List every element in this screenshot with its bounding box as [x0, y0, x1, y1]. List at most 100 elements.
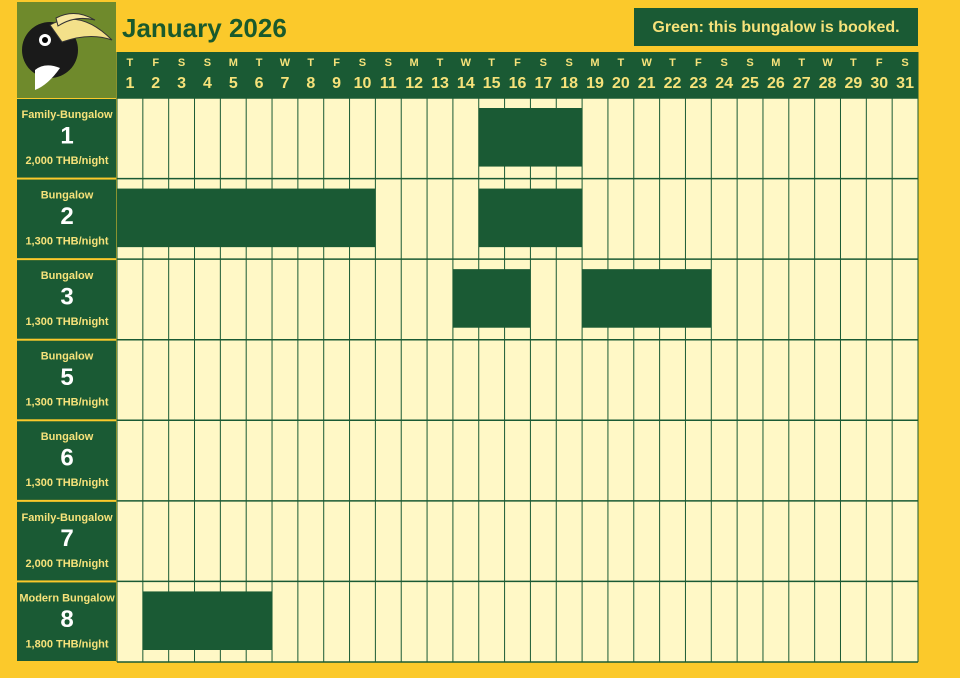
bungalow-price: 1,300 THB/night: [25, 397, 108, 409]
day-number: 11: [380, 75, 397, 92]
weekday: T: [798, 57, 805, 69]
weekday: S: [566, 57, 573, 69]
weekday: M: [590, 57, 599, 69]
bungalow-price: 1,300 THB/night: [25, 235, 108, 247]
day-number: 30: [870, 75, 888, 92]
header-band: [117, 52, 918, 98]
bungalow-number: 5: [60, 364, 73, 391]
day-number: 21: [638, 75, 656, 92]
bungalow-price: 2,000 THB/night: [25, 155, 108, 167]
day-number: 24: [715, 75, 733, 92]
weekday: F: [152, 57, 159, 69]
weekday: W: [461, 57, 472, 69]
day-number: 2: [151, 75, 160, 92]
weekday: S: [385, 57, 392, 69]
weekday: T: [307, 57, 314, 69]
day-number: 4: [203, 75, 212, 92]
day-number: 6: [255, 75, 264, 92]
bungalow-type: Family-Bungalow: [21, 512, 113, 524]
bungalow-type: Modern Bungalow: [19, 592, 115, 604]
weekday: M: [410, 57, 419, 69]
row-label-box: [17, 501, 116, 581]
weekday: T: [669, 57, 676, 69]
bungalow-number: 8: [60, 606, 73, 633]
day-number: 19: [586, 75, 604, 92]
weekday: M: [771, 57, 780, 69]
day-number: 3: [177, 75, 186, 92]
row-label-box: [17, 582, 116, 661]
day-number: 20: [612, 75, 630, 92]
day-number: 17: [534, 75, 552, 92]
weekday: T: [850, 57, 857, 69]
cells: [117, 98, 918, 662]
weekday: S: [178, 57, 185, 69]
booking: [452, 269, 531, 328]
row-label-box: [17, 179, 116, 259]
row-label-box: [17, 340, 116, 420]
weekday: F: [514, 57, 521, 69]
day-number: 26: [767, 75, 785, 92]
day-number: 10: [354, 75, 372, 92]
bungalow-type: Family-Bungalow: [21, 109, 113, 121]
bungalow-price: 1,300 THB/night: [25, 477, 108, 489]
logo: [17, 2, 116, 98]
day-number: 9: [332, 75, 341, 92]
legend-box: [634, 8, 918, 46]
weekday: T: [488, 57, 495, 69]
weekday: F: [876, 57, 883, 69]
row-label-box: [17, 260, 116, 339]
day-number: 8: [306, 75, 315, 92]
booking: [582, 269, 712, 328]
weekday: W: [822, 57, 833, 69]
bungalow-type: Bungalow: [41, 189, 94, 201]
bungalow-number: 6: [60, 445, 73, 472]
weekday: S: [204, 57, 211, 69]
day-number: 16: [509, 75, 527, 92]
weekday: T: [256, 57, 263, 69]
bungalow-price: 2,000 THB/night: [25, 558, 108, 570]
weekday: T: [617, 57, 624, 69]
row-label-box: [17, 99, 116, 178]
title: January 2026: [122, 13, 287, 43]
weekday: S: [901, 57, 908, 69]
bungalow-number: 7: [60, 525, 73, 552]
weekday: W: [641, 57, 652, 69]
bungalow-number: 1: [60, 122, 73, 149]
weekday: F: [333, 57, 340, 69]
weekday: S: [359, 57, 366, 69]
day-number: 12: [405, 75, 423, 92]
weekday: S: [746, 57, 753, 69]
day-number: 1: [125, 75, 134, 92]
day-number: 27: [793, 75, 811, 92]
day-number: 23: [689, 75, 707, 92]
day-number: 29: [845, 75, 863, 92]
day-number: 28: [819, 75, 837, 92]
legend: Green: this bungalow is booked.: [652, 19, 899, 36]
day-number: 15: [483, 75, 501, 92]
weekday: F: [695, 57, 702, 69]
weekday: W: [280, 57, 291, 69]
weekday: T: [127, 57, 134, 69]
weekday: T: [437, 57, 444, 69]
day-number: 31: [896, 75, 914, 92]
day-number: 13: [431, 75, 449, 92]
bungalow-type: Bungalow: [41, 431, 94, 443]
bungalow-price: 1,300 THB/night: [25, 316, 108, 328]
day-number: 18: [560, 75, 578, 92]
bungalow-type: Bungalow: [41, 270, 94, 282]
row-label-box: [17, 421, 116, 500]
weekday: S: [721, 57, 728, 69]
bungalow-number: 3: [60, 283, 73, 310]
bungalow-type: Bungalow: [41, 351, 94, 363]
day-number: 7: [280, 75, 289, 92]
day-number: 22: [664, 75, 682, 92]
booking: [142, 591, 273, 650]
bungalow-number: 2: [60, 203, 73, 230]
bungalow-price: 1,800 THB/night: [25, 638, 108, 650]
weekday: S: [540, 57, 547, 69]
grid: T1F2S3S4M5T6W7T8F9S10S11M12T13W14T15F16S…: [17, 52, 919, 663]
day-number: 5: [229, 75, 238, 92]
day-number: 25: [741, 75, 759, 92]
